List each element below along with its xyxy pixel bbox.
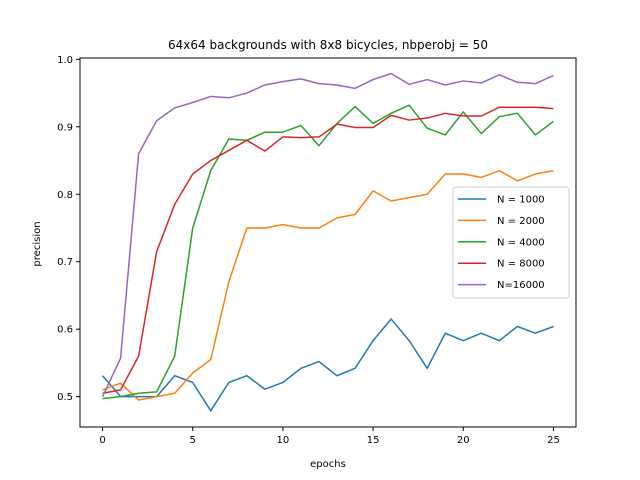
- y-tick-label: 0.9: [57, 122, 73, 133]
- legend-label-2: N = 4000: [497, 237, 545, 248]
- series-line-1: [102, 169, 554, 401]
- x-tick-label: 15: [367, 435, 380, 446]
- series-line-3: [102, 106, 554, 395]
- plot-frame: [79, 57, 577, 428]
- legend-label-1: N = 2000: [497, 216, 545, 227]
- series-line-4: [101, 72, 554, 397]
- y-axis-title: precision: [32, 221, 43, 266]
- x-tick-label: 10: [277, 435, 290, 446]
- legend-box: [452, 186, 570, 299]
- y-tick-label: 0.8: [57, 190, 73, 201]
- x-tick-label: 0: [99, 435, 105, 446]
- x-tick-label: 20: [457, 435, 470, 446]
- series-line-0: [101, 318, 554, 412]
- legend-label-0: N = 1000: [497, 195, 545, 206]
- series-line-2: [102, 104, 554, 400]
- x-tick-label: 5: [190, 435, 196, 446]
- y-tick-label: 0.5: [57, 392, 73, 403]
- y-tick-label: 1.0: [57, 55, 73, 66]
- y-tick-label: 0.7: [57, 257, 73, 268]
- legend-label-3: N = 8000: [497, 259, 545, 270]
- legend: N = 1000 N = 2000 N = 4000 N = 8000 N=16000: [452, 186, 570, 299]
- axis-ticks: 0 5 10 15 20 25 0.5 0.6 0.7 0.8 0.9 1.0: [57, 55, 560, 446]
- y-tick-label: 0.6: [57, 325, 73, 336]
- x-axis-title: epochs: [310, 459, 346, 470]
- x-tick-label: 25: [547, 435, 560, 446]
- chart-title: 64x64 backgrounds with 8x8 bicycles, nbp…: [168, 38, 488, 52]
- legend-label-4: N=16000: [497, 280, 545, 291]
- plot-area: [101, 72, 554, 412]
